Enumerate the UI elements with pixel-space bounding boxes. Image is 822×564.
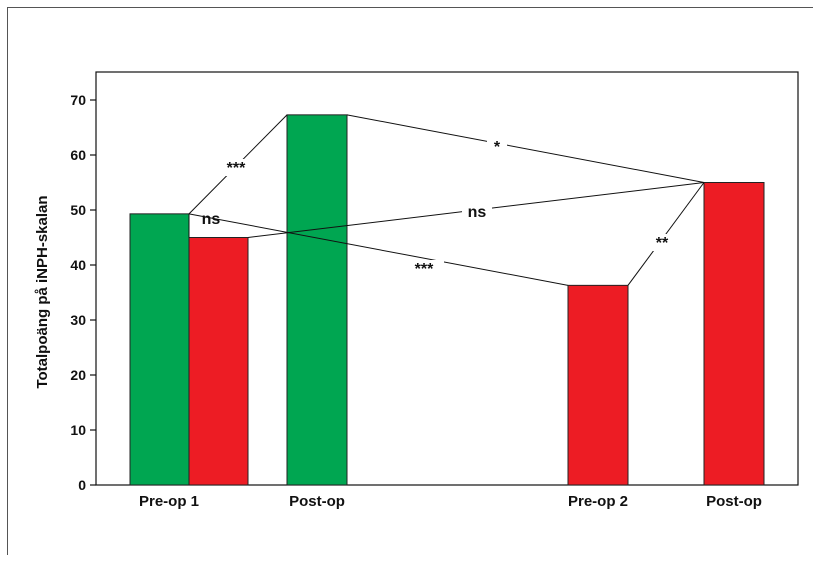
bar: [129, 213, 190, 486]
comparison-label: ns: [202, 211, 221, 228]
x-category-label: Post-op: [706, 493, 762, 510]
comparison-label: ***: [227, 160, 246, 177]
y-axis-title: Totalpoäng på iNPH-skalan: [34, 195, 51, 388]
figure-frame: [7, 7, 813, 555]
comparison-line: [188, 213, 569, 286]
comparison-label-bg: [487, 138, 507, 155]
y-tick-label: 20: [70, 367, 86, 383]
y-tick-label: 50: [70, 202, 86, 218]
comparison-line: [346, 114, 705, 183]
comparison-line: [627, 182, 705, 286]
comparison-label-bg: [647, 234, 677, 251]
y-tick-label: 60: [70, 147, 86, 163]
comparison-label: *: [494, 139, 501, 156]
x-category-label: Pre-op 2: [568, 493, 628, 510]
y-tick-label: 10: [70, 422, 86, 438]
bar: [188, 237, 249, 486]
y-tick-label: 40: [70, 257, 86, 273]
x-category-label: Post-op: [289, 493, 345, 510]
bar: [703, 182, 765, 486]
y-tick-label: 70: [70, 92, 86, 108]
x-category-label: Pre-op 1: [139, 493, 199, 510]
plot-area: [95, 71, 799, 486]
bar: [567, 284, 629, 486]
y-tick-label: 0: [78, 477, 86, 493]
bar: [286, 114, 348, 486]
comparison-label-bg: [216, 159, 256, 176]
comparison-label: ***: [415, 261, 434, 278]
comparison-label: ns: [468, 204, 487, 221]
comparison-label-bg: [404, 260, 444, 277]
comparison-label: **: [656, 235, 669, 252]
comparison-label-bg: [462, 203, 492, 220]
y-tick-label: 30: [70, 312, 86, 328]
